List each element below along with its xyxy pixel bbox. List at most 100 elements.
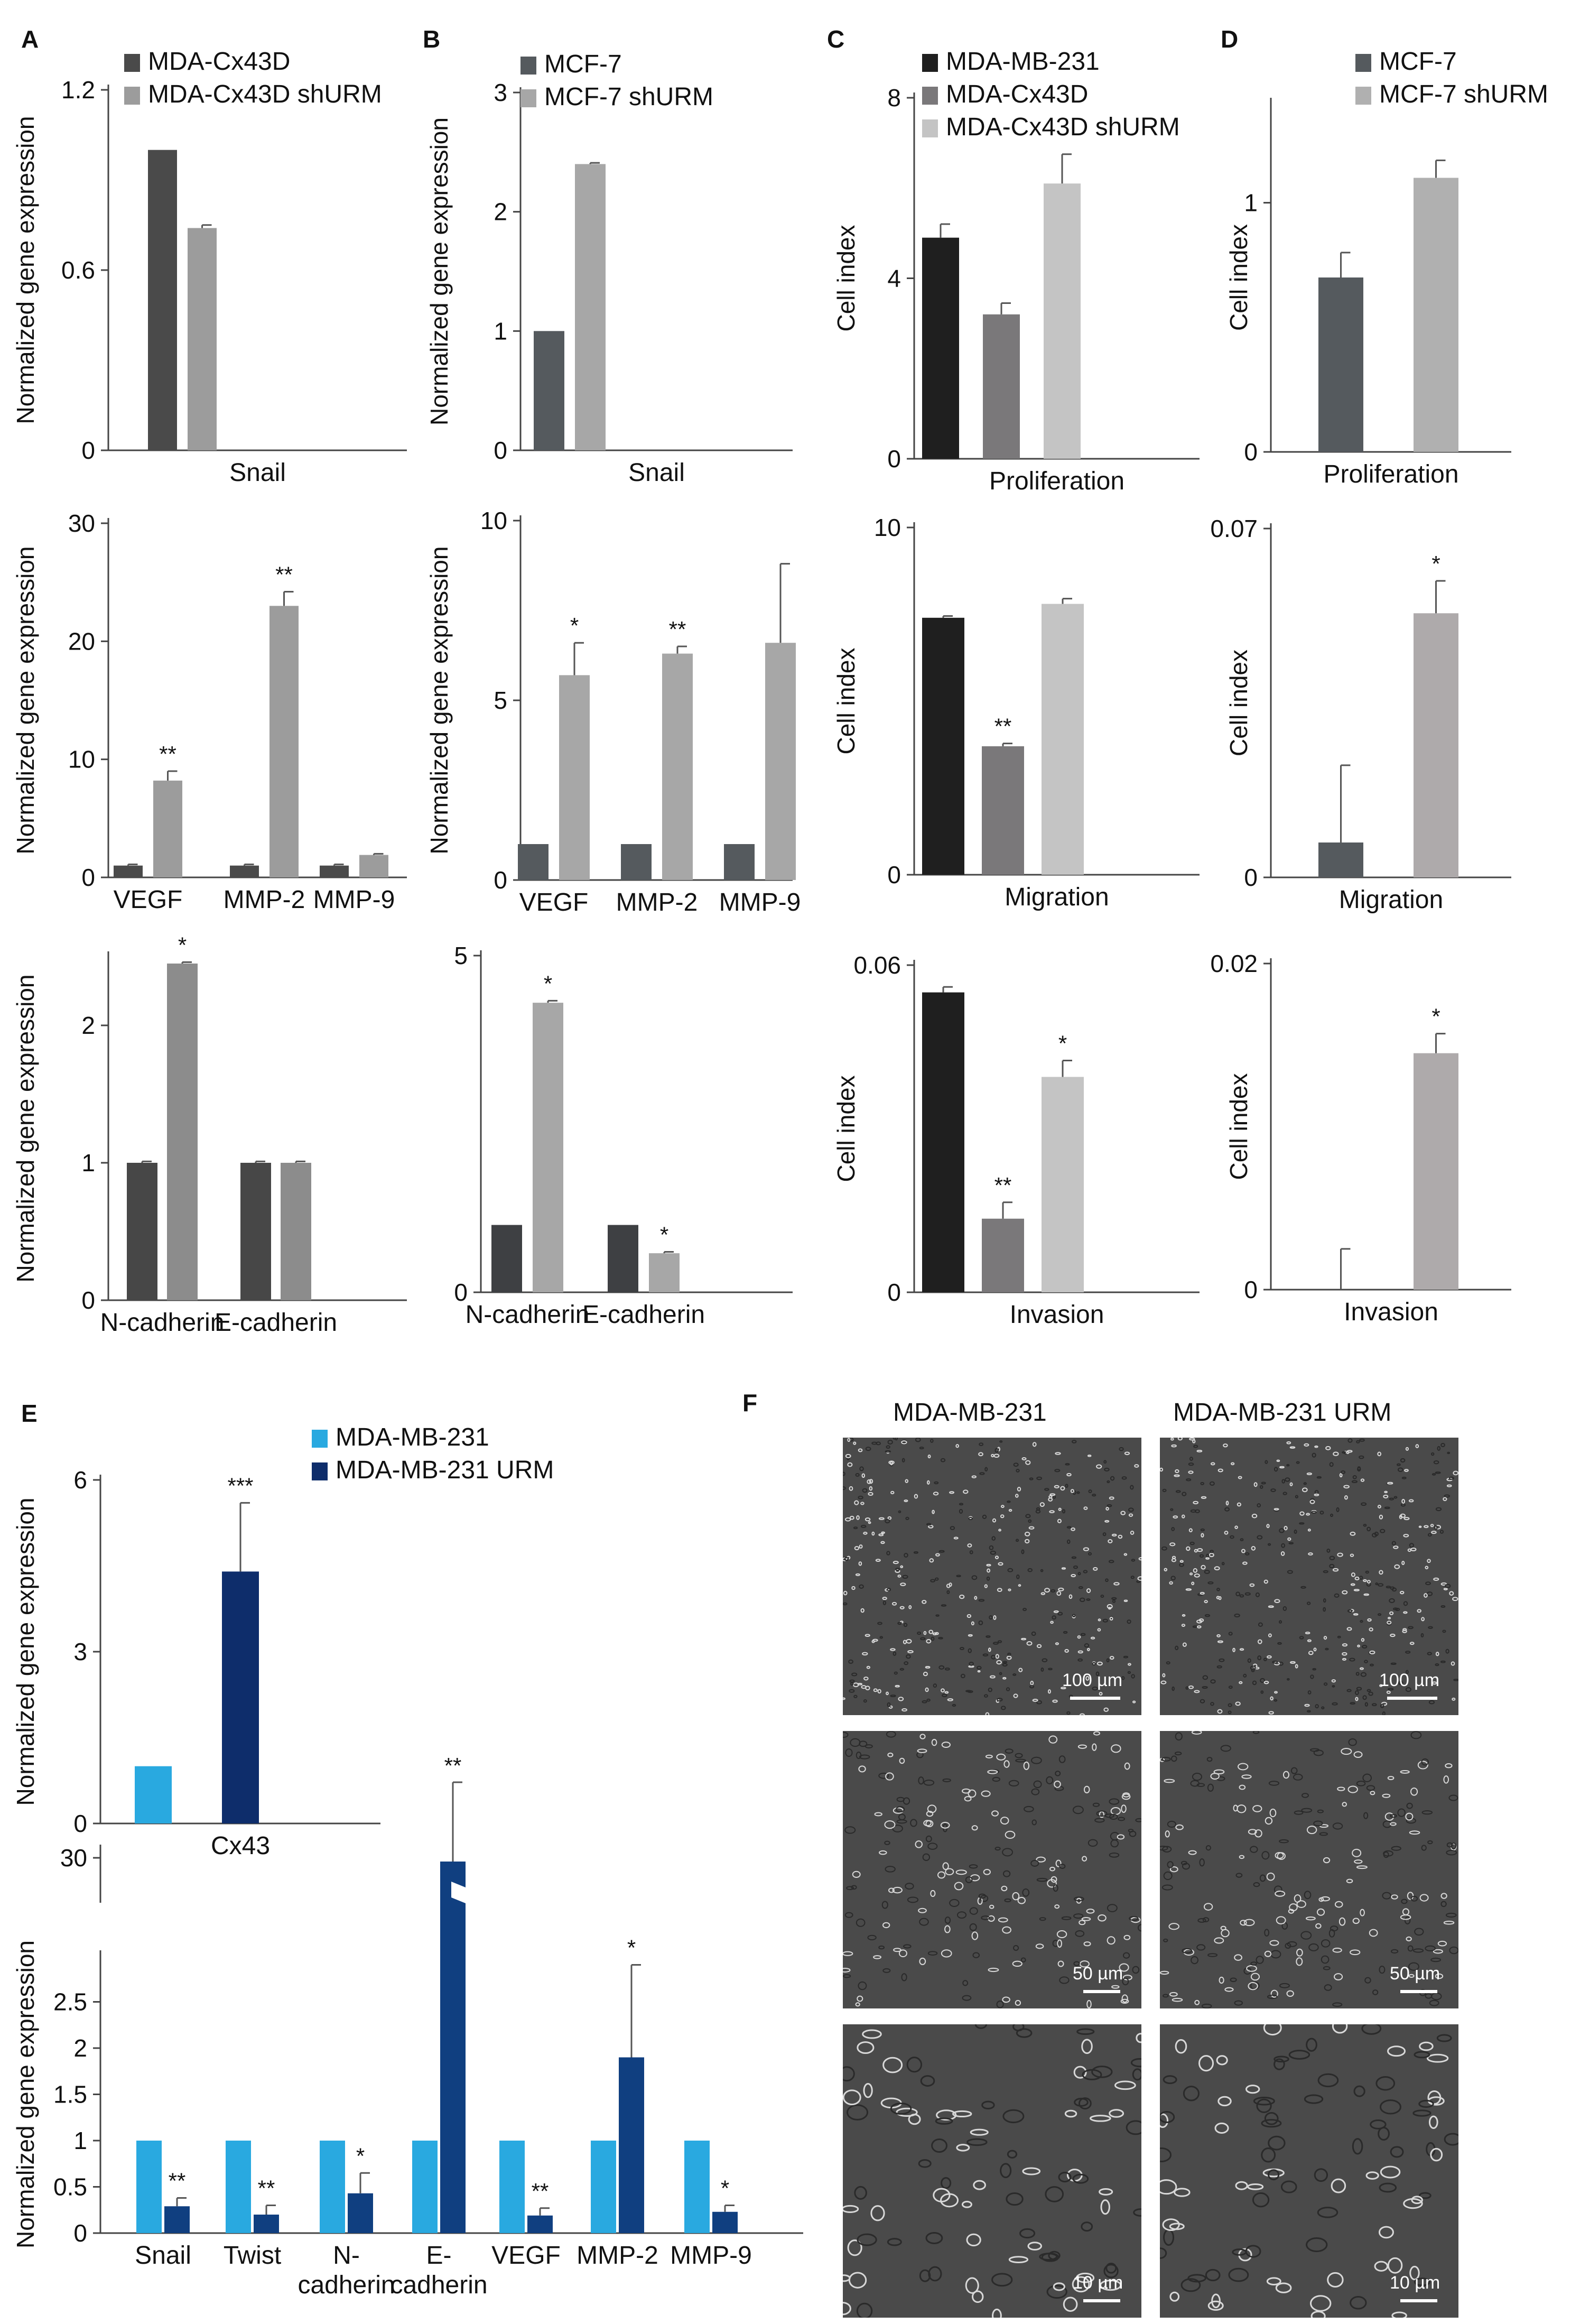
cell	[1304, 2094, 1324, 2104]
significance-mark-D3: *	[1431, 1004, 1440, 1029]
legend-label-D1: MCF-7 shURM	[1379, 80, 1548, 108]
cell	[1350, 1553, 1354, 1557]
cell	[972, 2290, 984, 2303]
cell	[994, 1846, 1001, 1851]
cell	[1377, 1504, 1381, 1508]
cell	[1270, 1488, 1276, 1492]
cell	[893, 1438, 896, 1440]
cell	[1350, 1949, 1361, 1956]
cell	[1180, 1860, 1188, 1865]
cell	[1099, 2188, 1113, 2196]
cell	[919, 1447, 924, 1450]
cell	[1189, 1572, 1193, 1576]
cell	[1440, 1660, 1446, 1663]
cell	[857, 1995, 863, 2002]
cell	[1161, 1757, 1171, 1762]
cell	[1175, 1645, 1179, 1651]
cell	[871, 1640, 875, 1643]
cell	[920, 1637, 926, 1641]
cell	[1257, 1639, 1262, 1644]
cell	[1452, 1597, 1458, 1601]
cell	[1393, 1545, 1399, 1549]
scale-bar-label: 10 µm	[1073, 2273, 1123, 2293]
bar-E2	[591, 2141, 616, 2233]
cell	[1239, 1594, 1244, 1598]
cell	[1217, 1468, 1223, 1473]
cell	[1433, 1949, 1443, 1954]
cell	[1405, 1670, 1409, 1674]
cell	[993, 1453, 1000, 1458]
y-tick-label-B1: 1	[494, 317, 507, 345]
cell-texture	[843, 1438, 1141, 1715]
cell	[960, 1647, 964, 1651]
legend-label-C1: MDA-MB-231	[946, 48, 1100, 76]
cell	[1054, 1485, 1059, 1488]
cell	[925, 2232, 943, 2244]
cell	[1364, 1660, 1368, 1664]
cell	[988, 1687, 992, 1692]
cell	[1075, 2272, 1095, 2283]
cell	[996, 1660, 1002, 1665]
cell	[1257, 1503, 1261, 1508]
cell	[973, 2180, 986, 2190]
cell	[1443, 1588, 1448, 1590]
cell	[1119, 1447, 1124, 1451]
cell	[1234, 2000, 1243, 2006]
cell	[905, 1883, 914, 1890]
cell	[844, 1912, 853, 1918]
cell	[1105, 1578, 1109, 1582]
y-tick-label-B1: 3	[494, 79, 507, 106]
cell	[1304, 1891, 1312, 1900]
cell	[1379, 1684, 1383, 1687]
cell	[894, 1671, 898, 1675]
cell	[1364, 1977, 1371, 1984]
cell	[856, 1751, 862, 1760]
cell	[1279, 1983, 1290, 1988]
cell	[1200, 1591, 1205, 1595]
cell	[899, 1606, 905, 1609]
cell	[870, 2205, 885, 2221]
cell	[896, 1797, 905, 1802]
cell	[1281, 1479, 1286, 1484]
cell	[1331, 1679, 1336, 1683]
cell	[1348, 1738, 1357, 1746]
cell	[1134, 1464, 1139, 1468]
cell	[1049, 1510, 1055, 1514]
cell	[1244, 1592, 1251, 1596]
cell	[1248, 1829, 1257, 1835]
cell	[1086, 1588, 1091, 1594]
y-tick-label-C1: 0	[887, 445, 901, 473]
panel-label-D: D	[1221, 25, 1238, 53]
cell	[1193, 1501, 1199, 1505]
cell	[1234, 1525, 1238, 1529]
cell	[1228, 2267, 1249, 2282]
cell	[1314, 2168, 1328, 2182]
cell	[1316, 1908, 1325, 1916]
cell	[993, 1615, 997, 1621]
cell	[1321, 1939, 1331, 1948]
cell	[895, 1569, 900, 1573]
cell	[1237, 1804, 1247, 1813]
cell	[1310, 2311, 1326, 2318]
cell	[1279, 1466, 1285, 1469]
bar-A3	[127, 1163, 157, 1300]
cell	[1444, 1584, 1451, 1588]
cell	[1083, 1570, 1088, 1573]
cell	[1353, 1613, 1359, 1616]
bar-D1	[1414, 178, 1458, 452]
cell	[1188, 1685, 1194, 1689]
legend-label-E1: MDA-MB-231	[336, 1423, 489, 1451]
cell	[1316, 1476, 1322, 1479]
cell	[1098, 1914, 1107, 1922]
cell	[1109, 1656, 1114, 1660]
cell	[1028, 1519, 1032, 1523]
cell	[955, 1869, 967, 1875]
cell	[884, 1820, 896, 1829]
cell	[1407, 1892, 1414, 1900]
scale-bar	[1083, 1990, 1120, 1993]
cell	[1070, 1489, 1075, 1493]
legend-label-C1: MDA-Cx43D shURM	[946, 113, 1180, 141]
cell	[843, 1486, 846, 1490]
cell	[845, 1748, 853, 1757]
cell	[1429, 1999, 1439, 2006]
